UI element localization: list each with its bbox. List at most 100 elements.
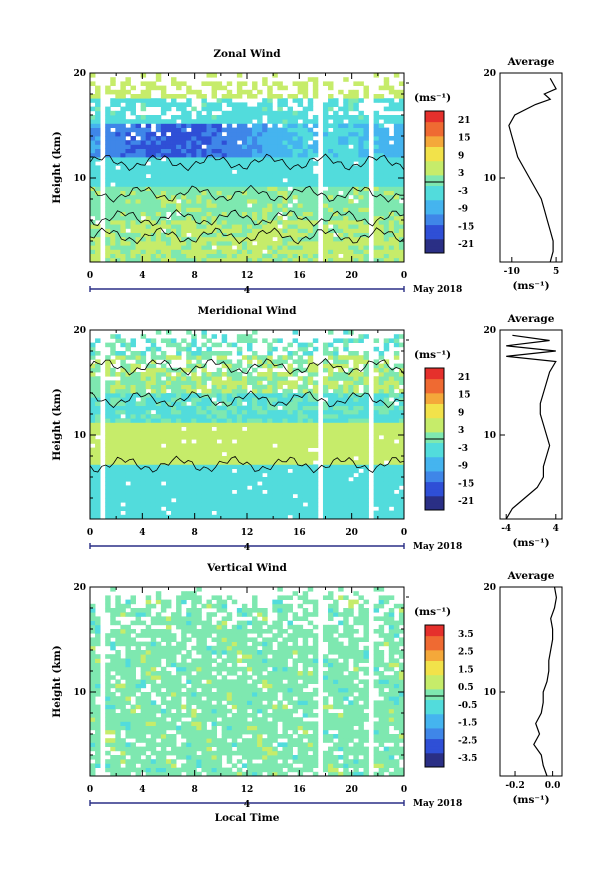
x-tick-label: 16 [293,528,306,538]
colorbar-tick-label: -9 [458,462,468,472]
colorbar-tick-label: -2.5 [458,736,477,746]
profile-x-tick-label: -4 [501,524,511,534]
profile-y-tick-label: 10 [483,431,496,441]
profile-title: Average [507,313,555,325]
y-axis-label: Height (km) [51,131,63,203]
contour-line [89,390,404,409]
profile-frame [499,586,563,777]
heatmap-cells [90,330,405,520]
contour-line [89,227,405,245]
contour-line [89,184,404,203]
date-label: May 2018 [413,799,462,809]
x-tick-label: 8 [192,528,198,538]
panel-title: Zonal Wind [213,48,281,60]
profile-x-label: (ms⁻¹) [512,537,549,549]
colorbar-tick-label: -21 [458,497,474,507]
profile-title: Average [507,56,555,68]
profile-line [533,586,558,777]
y-tick-label: 10 [73,688,86,698]
x-tick-label: 8 [192,271,198,281]
colorbar-tick-label: 0.5 [458,683,474,693]
panel-1: Zonal Wind 20 10 Height (km) 0 4 8 12 16 20 0 4 May … [51,48,563,296]
colorbar-tick-label: 3 [458,169,464,179]
profile-x-tick-label: 4 [553,524,559,534]
profile-x-label: (ms⁻¹) [512,280,549,292]
x-tick-label: 12 [241,785,254,795]
contour-line [89,358,405,376]
average-profile: Average 20 10 -4 4 (ms⁻¹) [483,313,563,549]
y-axis-label: Height (km) [51,388,63,460]
x-axis-label: Local Time [215,812,280,824]
colorbar-tick-label: -3 [458,187,468,197]
colorbar-unit: (ms⁻¹) [414,606,451,618]
colorbar-tick-label: -21 [458,240,474,250]
profile-frame [499,72,563,263]
colorbar-tick-label: -9 [458,205,468,215]
y-tick-label: 10 [73,174,86,184]
colorbar-unit: (ms⁻¹) [414,349,451,361]
y-tick-label: 20 [73,326,86,336]
date-marker: 4 [244,543,250,553]
profile-x-tick-label: 5 [553,267,559,277]
colorbar: 3.5 2.5 1.5 0.5 -0.5 -1.5 -2.5 -3.5 (ms⁻¹) [414,606,477,768]
colorbar-tick-label: 15 [458,391,471,401]
profile-line [505,334,557,520]
colorbar-tick-label: 2.5 [458,648,474,658]
x-tick-label: 20 [345,528,358,538]
panel-2: Meridional Wind 20 10 Height (km) 0 4 8 12 16 20 0… [51,305,563,553]
colorbar-tick-label: -15 [458,222,474,232]
y-axis-label: Height (km) [51,645,63,717]
average-profile: Average 20 10 -10 5 (ms⁻¹) [483,56,563,292]
colorbar-tick-label: -3.5 [458,754,477,764]
colorbar: 21 15 9 3 -3 -9 -15 -21 (ms⁻¹) [414,349,474,511]
colorbar-tick-label: -1.5 [458,719,477,729]
x-tick-label: 0 [401,785,407,795]
x-tick-label: 12 [241,528,254,538]
panel-3: Vertical Wind 20 10 Height (km) 0 4 8 12 16 20 0 4 M… [51,562,563,824]
profile-y-tick-label: 20 [483,326,496,336]
date-marker: 4 [244,800,250,810]
profile-x-tick-label: -0.2 [505,781,524,791]
x-tick-label: 0 [87,271,93,281]
colorbar-tick-label: -15 [458,479,474,489]
x-tick-label: 0 [87,528,93,538]
panel-title: Meridional Wind [198,305,297,317]
panel-title: Vertical Wind [206,562,287,574]
colorbar-tick-label: 21 [458,373,471,383]
x-tick-label: 16 [293,271,306,281]
colorbar: 21 15 9 3 -3 -9 -15 -21 (ms⁻¹) [414,92,474,254]
colorbar-tick-label: 3.5 [458,630,474,640]
y-tick-label: 10 [73,431,86,441]
colorbar-tick-label: 21 [458,116,471,126]
colorbar-tick-label: -0.5 [458,701,477,711]
x-tick-label: 0 [87,785,93,795]
profile-y-tick-label: 10 [483,174,496,184]
colorbar-tick-label: 1.5 [458,665,474,675]
colorbar-tick-label: 9 [458,408,464,418]
x-tick-label: 20 [345,271,358,281]
profile-y-tick-label: 20 [483,69,496,79]
profile-x-label: (ms⁻¹) [512,794,549,806]
profile-line [508,78,557,263]
contour-line [89,209,405,227]
date-label: May 2018 [413,542,462,552]
x-tick-label: 4 [139,785,145,795]
x-tick-label: 0 [401,528,407,538]
colorbar-tick-label: 3 [458,426,464,436]
x-tick-label: 12 [241,271,254,281]
profile-frame [499,329,563,520]
x-tick-label: 8 [192,785,198,795]
x-tick-label: 16 [293,785,306,795]
profile-x-tick-label: -10 [504,267,520,277]
profile-x-tick-label: 0.0 [545,781,561,791]
profile-y-tick-label: 20 [483,583,496,593]
average-profile: Average 20 10 -0.2 0.0 (ms⁻¹) [483,570,563,806]
x-tick-label: 20 [345,785,358,795]
heatmap-cells [90,587,405,777]
contour-line [89,455,405,474]
y-tick-label: 20 [73,583,86,593]
x-tick-label: 4 [139,528,145,538]
y-tick-label: 20 [73,69,86,79]
colorbar-tick-label: 15 [458,134,471,144]
